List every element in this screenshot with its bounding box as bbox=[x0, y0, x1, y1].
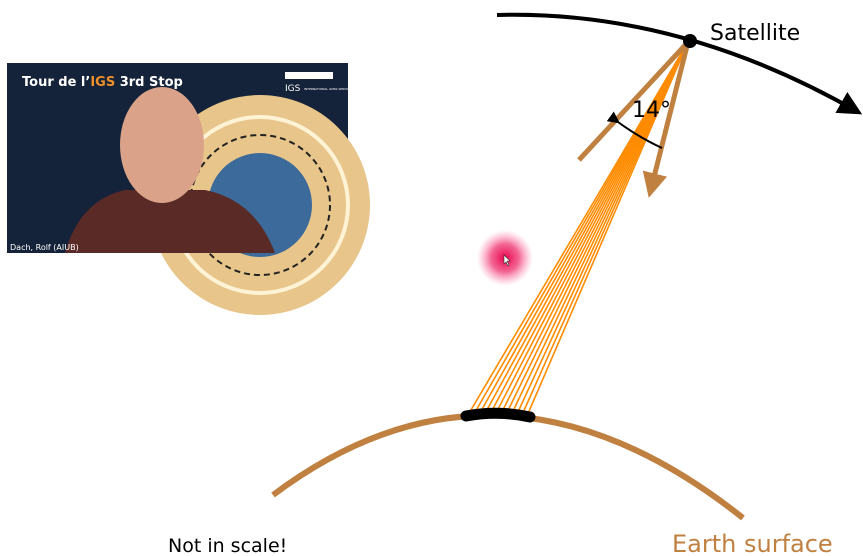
logo-text: IGS bbox=[285, 84, 301, 94]
note: Not in scale! bbox=[168, 535, 287, 556]
title-part: 3rd Stop bbox=[115, 75, 183, 90]
webcam-title: Tour de l’IGS 3rd Stop bbox=[22, 75, 183, 90]
satellite-label: Satellite bbox=[710, 21, 800, 46]
logo-subtitle: INTERNATIONAL GNSS SERVICE bbox=[304, 87, 351, 91]
earth-arc bbox=[273, 415, 743, 518]
angle-label: 14° bbox=[632, 98, 671, 123]
footprint bbox=[466, 413, 530, 417]
person-head bbox=[120, 87, 204, 203]
title-part: Tour de l’ bbox=[22, 75, 90, 90]
webcam: Tour de l’IGS 3rd Stop IGS INTERNATIONAL… bbox=[7, 63, 370, 315]
earth-label: Earth surface bbox=[672, 530, 833, 556]
screen: Satellite 14° Not in scale! Earth surfac… bbox=[0, 0, 863, 556]
logo-mark bbox=[285, 72, 333, 79]
satellite bbox=[683, 34, 697, 48]
participant-name: Dach, Rolf (AIUB) bbox=[10, 243, 79, 252]
title-part: IGS bbox=[90, 75, 115, 90]
